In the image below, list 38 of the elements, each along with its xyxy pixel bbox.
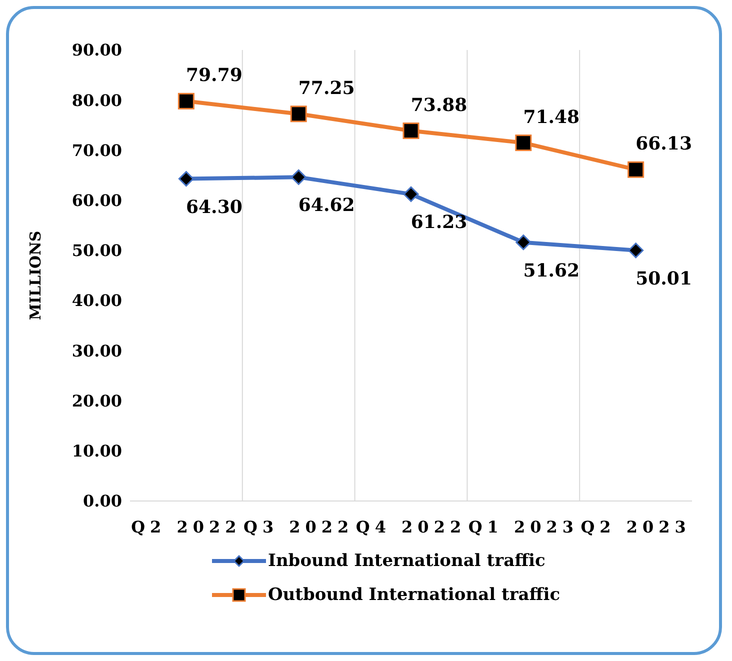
data-label: 64.62 <box>298 195 355 216</box>
y-axis-title: MILLIONS <box>26 230 44 320</box>
data-label: 51.62 <box>523 260 580 282</box>
legend-label: Outbound International traffic <box>268 585 560 605</box>
data-label: 71.48 <box>523 106 580 128</box>
x-tick-label: Q2 2023 <box>580 517 691 536</box>
data-label: 50.01 <box>636 268 692 290</box>
x-tick-label: Q3 2022 <box>244 517 354 536</box>
y-tick-label: 0.00 <box>83 492 122 511</box>
point <box>290 106 307 122</box>
data-label: 77.25 <box>298 78 355 99</box>
y-tick-label: 30.00 <box>72 341 122 360</box>
point <box>515 134 532 152</box>
y-tick-label: 20.00 <box>72 391 122 410</box>
point <box>290 169 306 185</box>
data-label: 64.30 <box>186 196 242 218</box>
point <box>178 171 194 187</box>
x-tick-label: Q2 2022 <box>131 517 242 536</box>
x-tick-label: Q1 2023 <box>468 517 578 536</box>
x-tick-label: Q4 2022 <box>356 517 466 536</box>
point <box>178 92 194 110</box>
y-tick-label: 80.00 <box>72 90 122 110</box>
y-tick-label: 10.00 <box>72 442 122 461</box>
data-label: 66.13 <box>636 134 692 155</box>
point <box>628 242 644 258</box>
point <box>402 122 420 140</box>
y-tick-label: 70.00 <box>72 140 122 160</box>
point <box>516 234 532 250</box>
legend-label: Inbound International traffic <box>268 551 546 571</box>
y-tick-label: 40.00 <box>72 291 122 310</box>
point <box>628 161 644 178</box>
data-label: 79.79 <box>186 65 242 86</box>
point <box>403 186 419 202</box>
y-tick-label: 90.00 <box>72 40 122 60</box>
y-tick-label: 50.00 <box>72 241 122 260</box>
data-label: 61.23 <box>410 212 468 234</box>
y-tick-label: 60.00 <box>72 191 122 210</box>
data-label: 73.88 <box>410 94 468 116</box>
